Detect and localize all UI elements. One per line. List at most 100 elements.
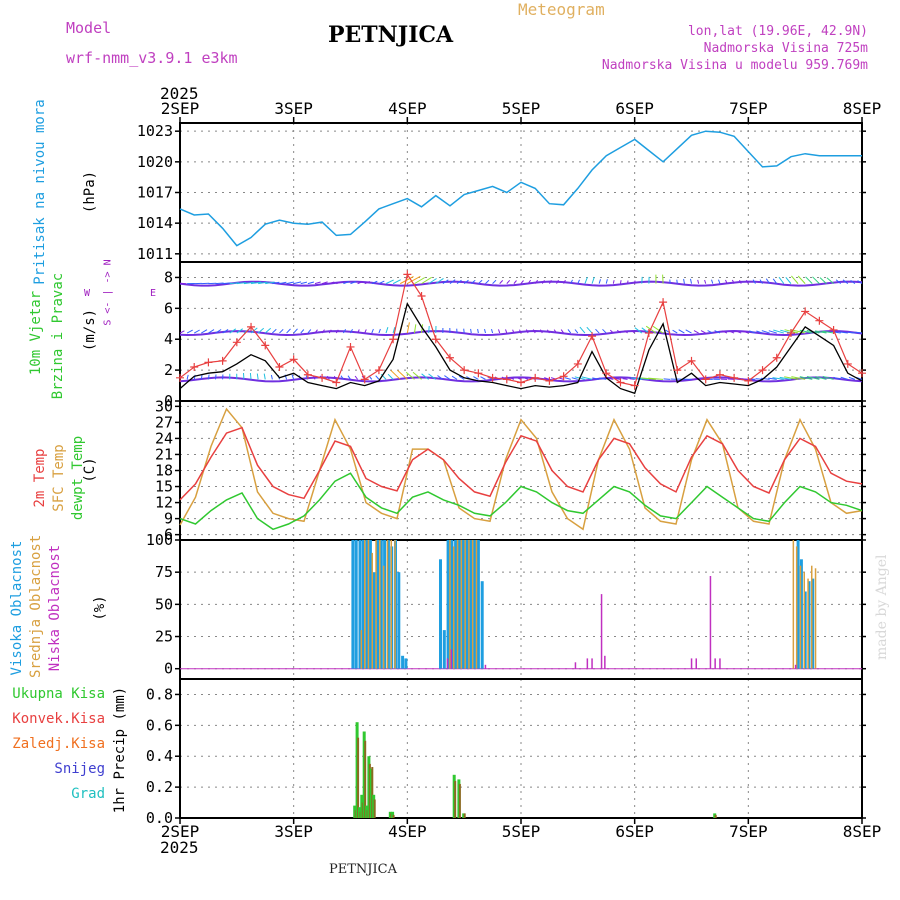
wind-arrow <box>442 279 449 285</box>
wind-gust-marker <box>588 332 597 341</box>
year-label-top: 2025 <box>160 84 199 103</box>
wind-arrow <box>484 328 486 334</box>
high-cloud-bar <box>450 540 454 669</box>
wind-gust-marker <box>843 359 852 368</box>
y-tick-label: 0.2 <box>146 778 173 796</box>
low-cloud-bar <box>690 658 693 669</box>
wind-arrow <box>728 330 735 334</box>
wind-arrow <box>624 330 628 334</box>
wind-arrow <box>586 326 593 334</box>
wind-gust-marker <box>786 329 795 338</box>
low-cloud-bar <box>591 658 593 669</box>
wind-arrow <box>347 375 351 380</box>
precip-conv-bar <box>714 814 717 818</box>
wind-arrow <box>595 328 600 334</box>
legend-graupel: Grad <box>71 786 105 802</box>
high-cloud-bar <box>811 578 815 669</box>
high-cloud-bar <box>796 540 800 669</box>
wind-gust-marker <box>289 355 298 364</box>
wind-arrow <box>463 279 469 285</box>
wind-arrow <box>721 330 728 334</box>
wind-arrow <box>522 376 529 380</box>
precip-conv-bar <box>371 767 374 818</box>
y-tick-label: 12 <box>155 494 173 512</box>
wind-arrow <box>364 281 370 285</box>
x-tick-label-top: 4SEP <box>388 99 427 118</box>
high-cloud-bar <box>386 540 390 669</box>
wind-arrow <box>179 330 185 334</box>
wind-arrow <box>850 280 856 285</box>
wind-gust-marker <box>573 359 582 368</box>
wind-arrow <box>272 328 277 334</box>
mid-cloud-bar <box>799 565 802 669</box>
high-cloud-bar <box>404 658 408 669</box>
wind-arrow <box>546 329 550 334</box>
wind-arrow <box>505 329 508 334</box>
precip-conv-bar <box>458 784 461 818</box>
wind-arrow <box>584 277 588 284</box>
wind-arrow <box>293 281 302 285</box>
wind-arrow <box>451 375 458 380</box>
wind-arrow <box>229 282 239 285</box>
wind-gust-marker <box>488 373 497 382</box>
wind-arrow <box>704 279 707 284</box>
wind-gust-marker <box>275 363 284 372</box>
wind-arrow <box>340 375 344 380</box>
wind-arrow <box>815 376 827 380</box>
precip-conv-bar <box>373 799 376 818</box>
wind-arrow <box>208 329 215 334</box>
high-cloud-bar <box>397 572 401 669</box>
wind-arrow <box>397 370 408 380</box>
wind-arrow <box>541 280 545 284</box>
t2m-temp-line <box>179 426 863 501</box>
high-cloud-bar <box>446 540 450 669</box>
mid-cloud-bar <box>382 565 385 669</box>
wind-arrow <box>499 280 504 284</box>
wind-arrow <box>326 375 330 380</box>
wind-gust-marker <box>176 373 184 382</box>
wind-arrow <box>485 279 490 284</box>
wind-arrow <box>371 280 378 285</box>
high-cloud-bar <box>358 540 362 669</box>
wind-arrow <box>539 329 543 334</box>
high-cloud-bar <box>807 581 811 669</box>
mid-cloud-bar <box>456 540 459 669</box>
wind-arrow <box>760 377 770 380</box>
wind-gust-marker <box>247 322 256 331</box>
wind-gust-marker <box>303 370 312 379</box>
wind-arrow <box>307 281 315 285</box>
wind-arrow <box>768 377 777 380</box>
precip-conv-bar <box>454 780 457 818</box>
mid-cloud-bar <box>803 572 805 669</box>
wind-gust-marker <box>602 369 611 378</box>
wind-arrow <box>835 279 842 285</box>
wind-arrow <box>591 276 595 284</box>
low-cloud-bar <box>600 594 603 669</box>
legend-snow: Snijeg <box>54 761 105 777</box>
y-tick-label: 8 <box>164 268 173 286</box>
wind-arrow <box>437 375 444 380</box>
y-tick-label: 6 <box>164 526 173 544</box>
wind-arrow <box>605 279 608 284</box>
wind-arrow <box>842 279 849 285</box>
mid-cloud-bar <box>371 552 373 669</box>
wind-gust-marker <box>630 381 639 390</box>
pressure-line <box>179 130 862 247</box>
wind-arrow <box>745 279 749 284</box>
x-tick-label-top: 5SEP <box>502 99 541 118</box>
wind-arrow <box>378 328 381 334</box>
page-title: PETNJICA <box>328 22 454 48</box>
wind-arrow <box>336 281 342 285</box>
y-tick-label: 0.8 <box>146 685 173 703</box>
wind-arrow <box>272 281 280 285</box>
wind-arrow <box>215 329 222 334</box>
wind-gust-marker <box>616 378 625 387</box>
y-tick-label: 9 <box>164 510 173 528</box>
wind-arrow <box>509 376 515 380</box>
wind-arrow <box>532 329 536 334</box>
wind-arrow <box>848 331 855 334</box>
wind-arrow <box>390 369 401 380</box>
wind-gust-marker <box>474 369 483 378</box>
wind-arrow <box>512 329 515 334</box>
